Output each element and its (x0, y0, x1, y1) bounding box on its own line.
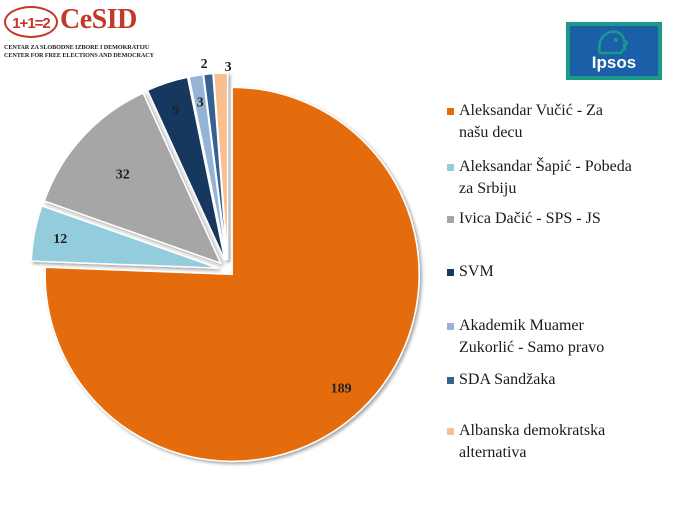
legend-label: Aleksandar Šapić - Pobeda za Srbiju (459, 158, 632, 197)
pie-slice-2 (30, 204, 219, 269)
data-label-3: 32 (116, 168, 130, 183)
legend-label: SDA Sandžaka (459, 371, 556, 388)
cesid-logo: 1+1=2 CeSID CENTAR ZA SLOBODNE IZBORE I … (4, 4, 154, 64)
legend-swatch (447, 323, 454, 330)
data-label-2: 12 (53, 232, 67, 247)
ipsos-wordmark: Ipsos (591, 53, 637, 72)
data-label-7: 3 (225, 60, 232, 75)
cesid-subtitle-sr: CENTAR ZA SLOBODNE IZBORE I DEMOKRATIJU (4, 44, 150, 51)
data-label-4: 9 (172, 103, 179, 118)
legend-swatch (447, 377, 454, 384)
data-label-1: 189 (331, 381, 352, 396)
legend-swatch (447, 428, 454, 435)
ipsos-logo: Ipsos (566, 22, 662, 80)
legend-swatch (447, 216, 454, 223)
legend-label: Akademik Muamer Zukorlić - Samo pravo (459, 317, 605, 356)
cesid-mark: 1+1=2 (4, 6, 58, 38)
pie-slice-7 (212, 72, 229, 261)
cesid-subtitle-en: CENTER FOR FREE ELECTIONS AND DEMOCRACY (4, 52, 154, 59)
pie-slice-3 (43, 92, 223, 265)
legend-label: SVM (459, 263, 494, 280)
pie-slice-4 (146, 76, 226, 261)
ipsos-logo-panel: Ipsos (570, 26, 658, 76)
legend-label: Aleksandar Vučić - Za našu decu (459, 102, 604, 141)
data-label-5: 3 (197, 95, 204, 110)
data-label-6: 2 (201, 57, 208, 72)
legend-swatch (447, 108, 454, 115)
legend-swatch (447, 269, 454, 276)
pie-slice-1 (44, 86, 420, 463)
cesid-name: CeSID (60, 4, 137, 35)
legend-label: Ivica Dačić - SPS - JS (459, 210, 601, 227)
legend-label: Albanska demokratska alternativa (459, 422, 606, 461)
legend-swatch (447, 164, 454, 171)
ipsos-face-icon (598, 30, 628, 55)
